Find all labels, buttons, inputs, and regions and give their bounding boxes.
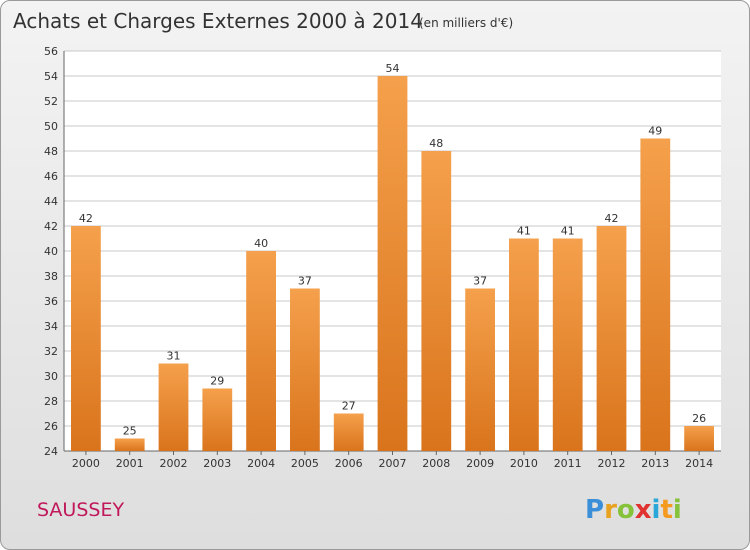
- y-tick-label: 28: [44, 395, 58, 408]
- y-tick-label: 26: [44, 420, 58, 433]
- x-tick-label: 2003: [203, 457, 231, 470]
- logo-letter: x: [635, 495, 652, 525]
- y-tick-label: 42: [44, 220, 58, 233]
- bar-2008: [421, 151, 452, 451]
- y-tick-label: 44: [44, 195, 58, 208]
- y-tick-label: 34: [44, 320, 58, 333]
- x-tick-label: 2010: [510, 457, 538, 470]
- bar-2013: [640, 138, 671, 451]
- bar-2001: [114, 438, 145, 451]
- chart-title: Achats et Charges Externes 2000 à 2014: [13, 9, 423, 33]
- y-tick-label: 52: [44, 95, 58, 108]
- data-label: 42: [79, 212, 93, 225]
- data-label: 41: [561, 225, 575, 238]
- data-label: 41: [517, 225, 531, 238]
- logo-letter: i: [652, 495, 661, 525]
- data-labels-layer: 42 25 31 29 40 37 27 54 48 37 41 41 42 49 26: [79, 62, 706, 438]
- y-tick-label: 32: [44, 345, 58, 358]
- x-tick-label: 2004: [247, 457, 275, 470]
- bar-2014: [684, 426, 714, 451]
- data-label: 48: [429, 137, 443, 150]
- data-label: 37: [298, 275, 312, 288]
- x-tick-label: 2005: [291, 457, 319, 470]
- logo-letter: t: [660, 495, 672, 525]
- x-tick-label: 2006: [335, 457, 363, 470]
- data-label: 29: [210, 375, 224, 388]
- x-tick-label: 2002: [160, 457, 188, 470]
- y-tick-label: 38: [44, 270, 58, 283]
- logo-letter: i: [673, 495, 682, 525]
- bar-2009: [465, 288, 495, 451]
- logo-letter: r: [604, 495, 617, 525]
- data-label: 27: [342, 400, 356, 413]
- chart-title-group: Achats et Charges Externes 2000 à 2014 (…: [13, 9, 513, 33]
- y-tick-label: 36: [44, 295, 58, 308]
- data-label: 25: [123, 425, 137, 438]
- location-label: SAUSSEY: [37, 499, 124, 521]
- x-axis-ticks: 2000 2001 2002 2003 2004 2005 2006 2007 2008 2009…: [72, 451, 713, 470]
- y-tick-label: 46: [44, 170, 58, 183]
- y-tick-label: 50: [44, 120, 58, 133]
- x-tick-label: 2008: [422, 457, 450, 470]
- data-label: 26: [692, 412, 706, 425]
- y-axis-ticks: 24 26 28 30 32 34 36 38 40 42 44 46 48 50 52 54 56: [44, 45, 58, 458]
- x-tick-label: 2011: [554, 457, 582, 470]
- bar-2012: [596, 226, 627, 451]
- proxiti-logo: Proxiti: [585, 495, 682, 525]
- x-tick-label: 2007: [379, 457, 407, 470]
- data-label: 54: [386, 62, 400, 75]
- bar-2003: [202, 388, 233, 451]
- bar-2011: [552, 238, 583, 451]
- y-tick-label: 56: [44, 45, 58, 58]
- chart-subtitle: (en milliers d'€): [419, 16, 513, 30]
- bar-2000: [71, 226, 101, 451]
- y-tick-label: 30: [44, 370, 58, 383]
- bar-2002: [158, 363, 189, 451]
- bar-2007: [377, 76, 408, 451]
- x-tick-label: 2000: [72, 457, 100, 470]
- bar-2004: [246, 251, 276, 451]
- data-label: 42: [605, 212, 619, 225]
- y-tick-label: 24: [44, 445, 58, 458]
- bars-layer: [71, 76, 714, 451]
- data-label: 31: [167, 350, 181, 363]
- bar-2005: [290, 288, 320, 451]
- x-tick-label: 2014: [685, 457, 713, 470]
- y-tick-label: 40: [44, 245, 58, 258]
- logo-letter: o: [617, 495, 635, 525]
- x-tick-label: 2001: [116, 457, 144, 470]
- data-label: 49: [648, 125, 662, 138]
- x-tick-label: 2012: [598, 457, 626, 470]
- logo-letter: P: [585, 495, 604, 525]
- x-tick-label: 2013: [641, 457, 669, 470]
- y-tick-label: 54: [44, 70, 58, 83]
- bar-2006: [333, 413, 364, 451]
- x-tick-label: 2009: [466, 457, 494, 470]
- data-label: 40: [254, 237, 268, 250]
- y-tick-label: 48: [44, 145, 58, 158]
- data-label: 37: [473, 275, 487, 288]
- bar-2010: [509, 238, 539, 451]
